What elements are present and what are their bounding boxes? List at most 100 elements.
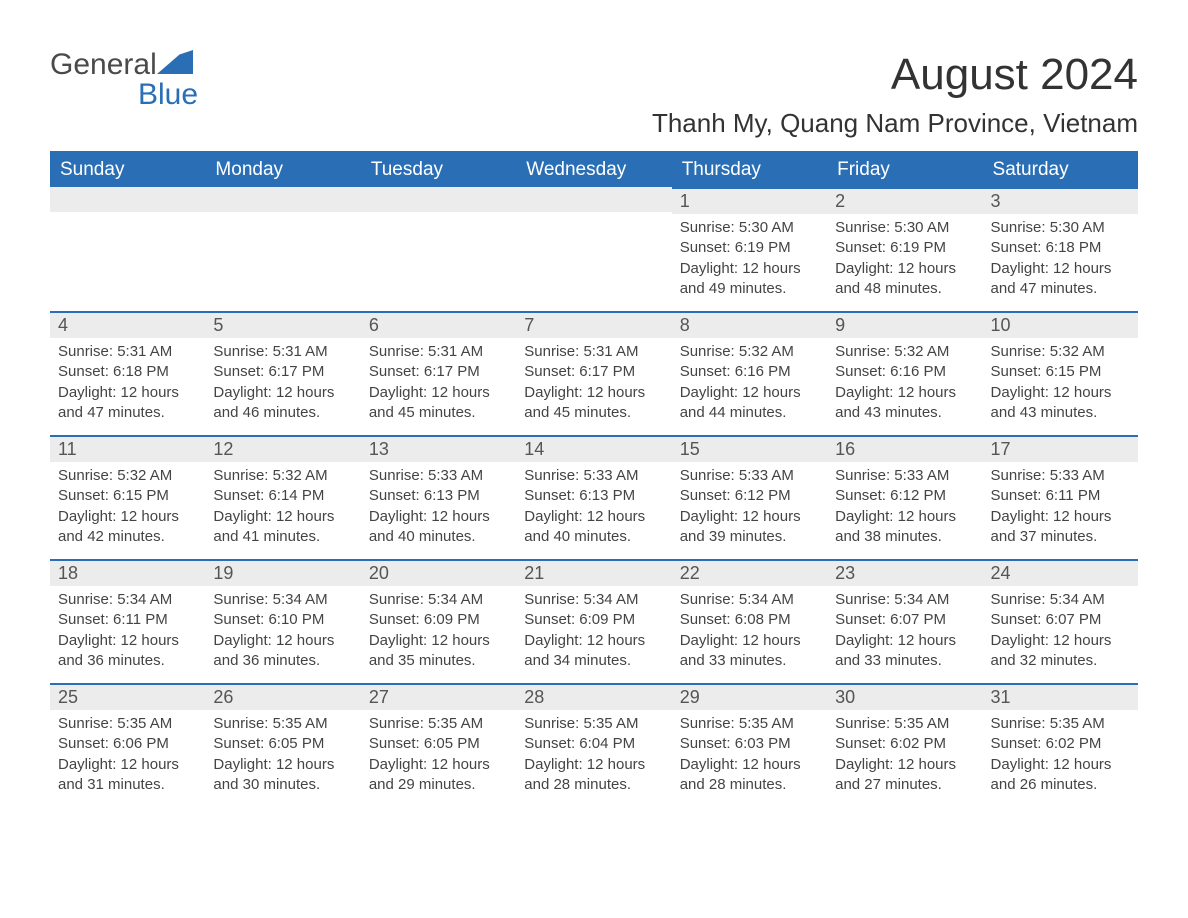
- logo-text: General Blue: [50, 50, 198, 110]
- logo-mark-icon: [157, 50, 193, 74]
- day-number: 10: [983, 313, 1138, 338]
- calendar-empty-cell: [50, 187, 205, 311]
- day-number: 2: [827, 189, 982, 214]
- calendar-day-cell: 28Sunrise: 5:35 AMSunset: 6:04 PMDayligh…: [516, 683, 671, 807]
- day-body: Sunrise: 5:35 AMSunset: 6:02 PMDaylight:…: [983, 710, 1138, 803]
- daylight-line: Daylight: 12 hours and 35 minutes.: [369, 631, 508, 672]
- day-number: 14: [516, 437, 671, 462]
- day-number: 1: [672, 189, 827, 214]
- calendar-day-cell: 18Sunrise: 5:34 AMSunset: 6:11 PMDayligh…: [50, 559, 205, 683]
- calendar-day-cell: 1Sunrise: 5:30 AMSunset: 6:19 PMDaylight…: [672, 187, 827, 311]
- sunrise-line: Sunrise: 5:34 AM: [835, 590, 974, 610]
- sunrise-line: Sunrise: 5:33 AM: [524, 466, 663, 486]
- day-number: [205, 187, 360, 212]
- calendar-day-cell: 17Sunrise: 5:33 AMSunset: 6:11 PMDayligh…: [983, 435, 1138, 559]
- sunset-line: Sunset: 6:11 PM: [991, 486, 1130, 506]
- day-body: Sunrise: 5:30 AMSunset: 6:19 PMDaylight:…: [827, 214, 982, 307]
- calendar-day-cell: 22Sunrise: 5:34 AMSunset: 6:08 PMDayligh…: [672, 559, 827, 683]
- sunset-line: Sunset: 6:11 PM: [58, 610, 197, 630]
- sunrise-line: Sunrise: 5:31 AM: [58, 342, 197, 362]
- daylight-line: Daylight: 12 hours and 34 minutes.: [524, 631, 663, 672]
- sunrise-line: Sunrise: 5:33 AM: [991, 466, 1130, 486]
- daylight-line: Daylight: 12 hours and 45 minutes.: [369, 383, 508, 424]
- sunrise-line: Sunrise: 5:32 AM: [58, 466, 197, 486]
- sunrise-line: Sunrise: 5:35 AM: [991, 714, 1130, 734]
- daylight-line: Daylight: 12 hours and 48 minutes.: [835, 259, 974, 300]
- day-body: Sunrise: 5:32 AMSunset: 6:15 PMDaylight:…: [50, 462, 205, 555]
- weekday-header: Monday: [205, 152, 360, 187]
- sunrise-line: Sunrise: 5:30 AM: [680, 218, 819, 238]
- day-body: Sunrise: 5:34 AMSunset: 6:09 PMDaylight:…: [361, 586, 516, 679]
- month-title: August 2024: [652, 50, 1138, 100]
- calendar-day-cell: 13Sunrise: 5:33 AMSunset: 6:13 PMDayligh…: [361, 435, 516, 559]
- day-body: Sunrise: 5:34 AMSunset: 6:11 PMDaylight:…: [50, 586, 205, 679]
- daylight-line: Daylight: 12 hours and 47 minutes.: [991, 259, 1130, 300]
- daylight-line: Daylight: 12 hours and 32 minutes.: [991, 631, 1130, 672]
- sunset-line: Sunset: 6:16 PM: [680, 362, 819, 382]
- calendar-day-cell: 16Sunrise: 5:33 AMSunset: 6:12 PMDayligh…: [827, 435, 982, 559]
- sunset-line: Sunset: 6:19 PM: [680, 238, 819, 258]
- day-number: 26: [205, 685, 360, 710]
- calendar-week-row: 25Sunrise: 5:35 AMSunset: 6:06 PMDayligh…: [50, 683, 1138, 807]
- calendar-day-cell: 2Sunrise: 5:30 AMSunset: 6:19 PMDaylight…: [827, 187, 982, 311]
- day-number: 20: [361, 561, 516, 586]
- sunset-line: Sunset: 6:09 PM: [369, 610, 508, 630]
- sunrise-line: Sunrise: 5:33 AM: [680, 466, 819, 486]
- day-body: Sunrise: 5:34 AMSunset: 6:07 PMDaylight:…: [983, 586, 1138, 679]
- daylight-line: Daylight: 12 hours and 28 minutes.: [524, 755, 663, 796]
- daylight-line: Daylight: 12 hours and 27 minutes.: [835, 755, 974, 796]
- sunset-line: Sunset: 6:18 PM: [58, 362, 197, 382]
- sunset-line: Sunset: 6:17 PM: [524, 362, 663, 382]
- calendar-day-cell: 20Sunrise: 5:34 AMSunset: 6:09 PMDayligh…: [361, 559, 516, 683]
- sunrise-line: Sunrise: 5:34 AM: [680, 590, 819, 610]
- sunrise-line: Sunrise: 5:32 AM: [991, 342, 1130, 362]
- day-body: Sunrise: 5:34 AMSunset: 6:09 PMDaylight:…: [516, 586, 671, 679]
- day-number: 6: [361, 313, 516, 338]
- daylight-line: Daylight: 12 hours and 28 minutes.: [680, 755, 819, 796]
- day-number: 13: [361, 437, 516, 462]
- calendar-body: 1Sunrise: 5:30 AMSunset: 6:19 PMDaylight…: [50, 187, 1138, 807]
- weekday-header: Thursday: [672, 152, 827, 187]
- day-number: 18: [50, 561, 205, 586]
- calendar-day-cell: 14Sunrise: 5:33 AMSunset: 6:13 PMDayligh…: [516, 435, 671, 559]
- calendar-day-cell: 5Sunrise: 5:31 AMSunset: 6:17 PMDaylight…: [205, 311, 360, 435]
- location: Thanh My, Quang Nam Province, Vietnam: [652, 108, 1138, 139]
- sunrise-line: Sunrise: 5:34 AM: [369, 590, 508, 610]
- daylight-line: Daylight: 12 hours and 40 minutes.: [524, 507, 663, 548]
- calendar-day-cell: 6Sunrise: 5:31 AMSunset: 6:17 PMDaylight…: [361, 311, 516, 435]
- day-body: Sunrise: 5:33 AMSunset: 6:11 PMDaylight:…: [983, 462, 1138, 555]
- sunset-line: Sunset: 6:08 PM: [680, 610, 819, 630]
- sunrise-line: Sunrise: 5:31 AM: [213, 342, 352, 362]
- weekday-header: Saturday: [983, 152, 1138, 187]
- weekday-header: Wednesday: [516, 152, 671, 187]
- daylight-line: Daylight: 12 hours and 33 minutes.: [680, 631, 819, 672]
- sunset-line: Sunset: 6:15 PM: [991, 362, 1130, 382]
- sunset-line: Sunset: 6:05 PM: [369, 734, 508, 754]
- sunset-line: Sunset: 6:18 PM: [991, 238, 1130, 258]
- calendar-day-cell: 31Sunrise: 5:35 AMSunset: 6:02 PMDayligh…: [983, 683, 1138, 807]
- sunset-line: Sunset: 6:09 PM: [524, 610, 663, 630]
- logo: General Blue: [50, 50, 198, 110]
- sunrise-line: Sunrise: 5:32 AM: [680, 342, 819, 362]
- daylight-line: Daylight: 12 hours and 45 minutes.: [524, 383, 663, 424]
- day-number: 30: [827, 685, 982, 710]
- day-number: 28: [516, 685, 671, 710]
- day-number: 27: [361, 685, 516, 710]
- sunset-line: Sunset: 6:02 PM: [835, 734, 974, 754]
- calendar-empty-cell: [516, 187, 671, 311]
- day-body: Sunrise: 5:31 AMSunset: 6:17 PMDaylight:…: [205, 338, 360, 431]
- daylight-line: Daylight: 12 hours and 41 minutes.: [213, 507, 352, 548]
- daylight-line: Daylight: 12 hours and 29 minutes.: [369, 755, 508, 796]
- day-body: Sunrise: 5:34 AMSunset: 6:08 PMDaylight:…: [672, 586, 827, 679]
- day-number: 11: [50, 437, 205, 462]
- day-body: Sunrise: 5:33 AMSunset: 6:13 PMDaylight:…: [361, 462, 516, 555]
- calendar-day-cell: 26Sunrise: 5:35 AMSunset: 6:05 PMDayligh…: [205, 683, 360, 807]
- sunset-line: Sunset: 6:19 PM: [835, 238, 974, 258]
- calendar-day-cell: 11Sunrise: 5:32 AMSunset: 6:15 PMDayligh…: [50, 435, 205, 559]
- daylight-line: Daylight: 12 hours and 37 minutes.: [991, 507, 1130, 548]
- weekday-row: SundayMondayTuesdayWednesdayThursdayFrid…: [50, 152, 1138, 187]
- sunset-line: Sunset: 6:17 PM: [369, 362, 508, 382]
- sunset-line: Sunset: 6:07 PM: [835, 610, 974, 630]
- logo-word1: General: [50, 48, 157, 81]
- sunset-line: Sunset: 6:07 PM: [991, 610, 1130, 630]
